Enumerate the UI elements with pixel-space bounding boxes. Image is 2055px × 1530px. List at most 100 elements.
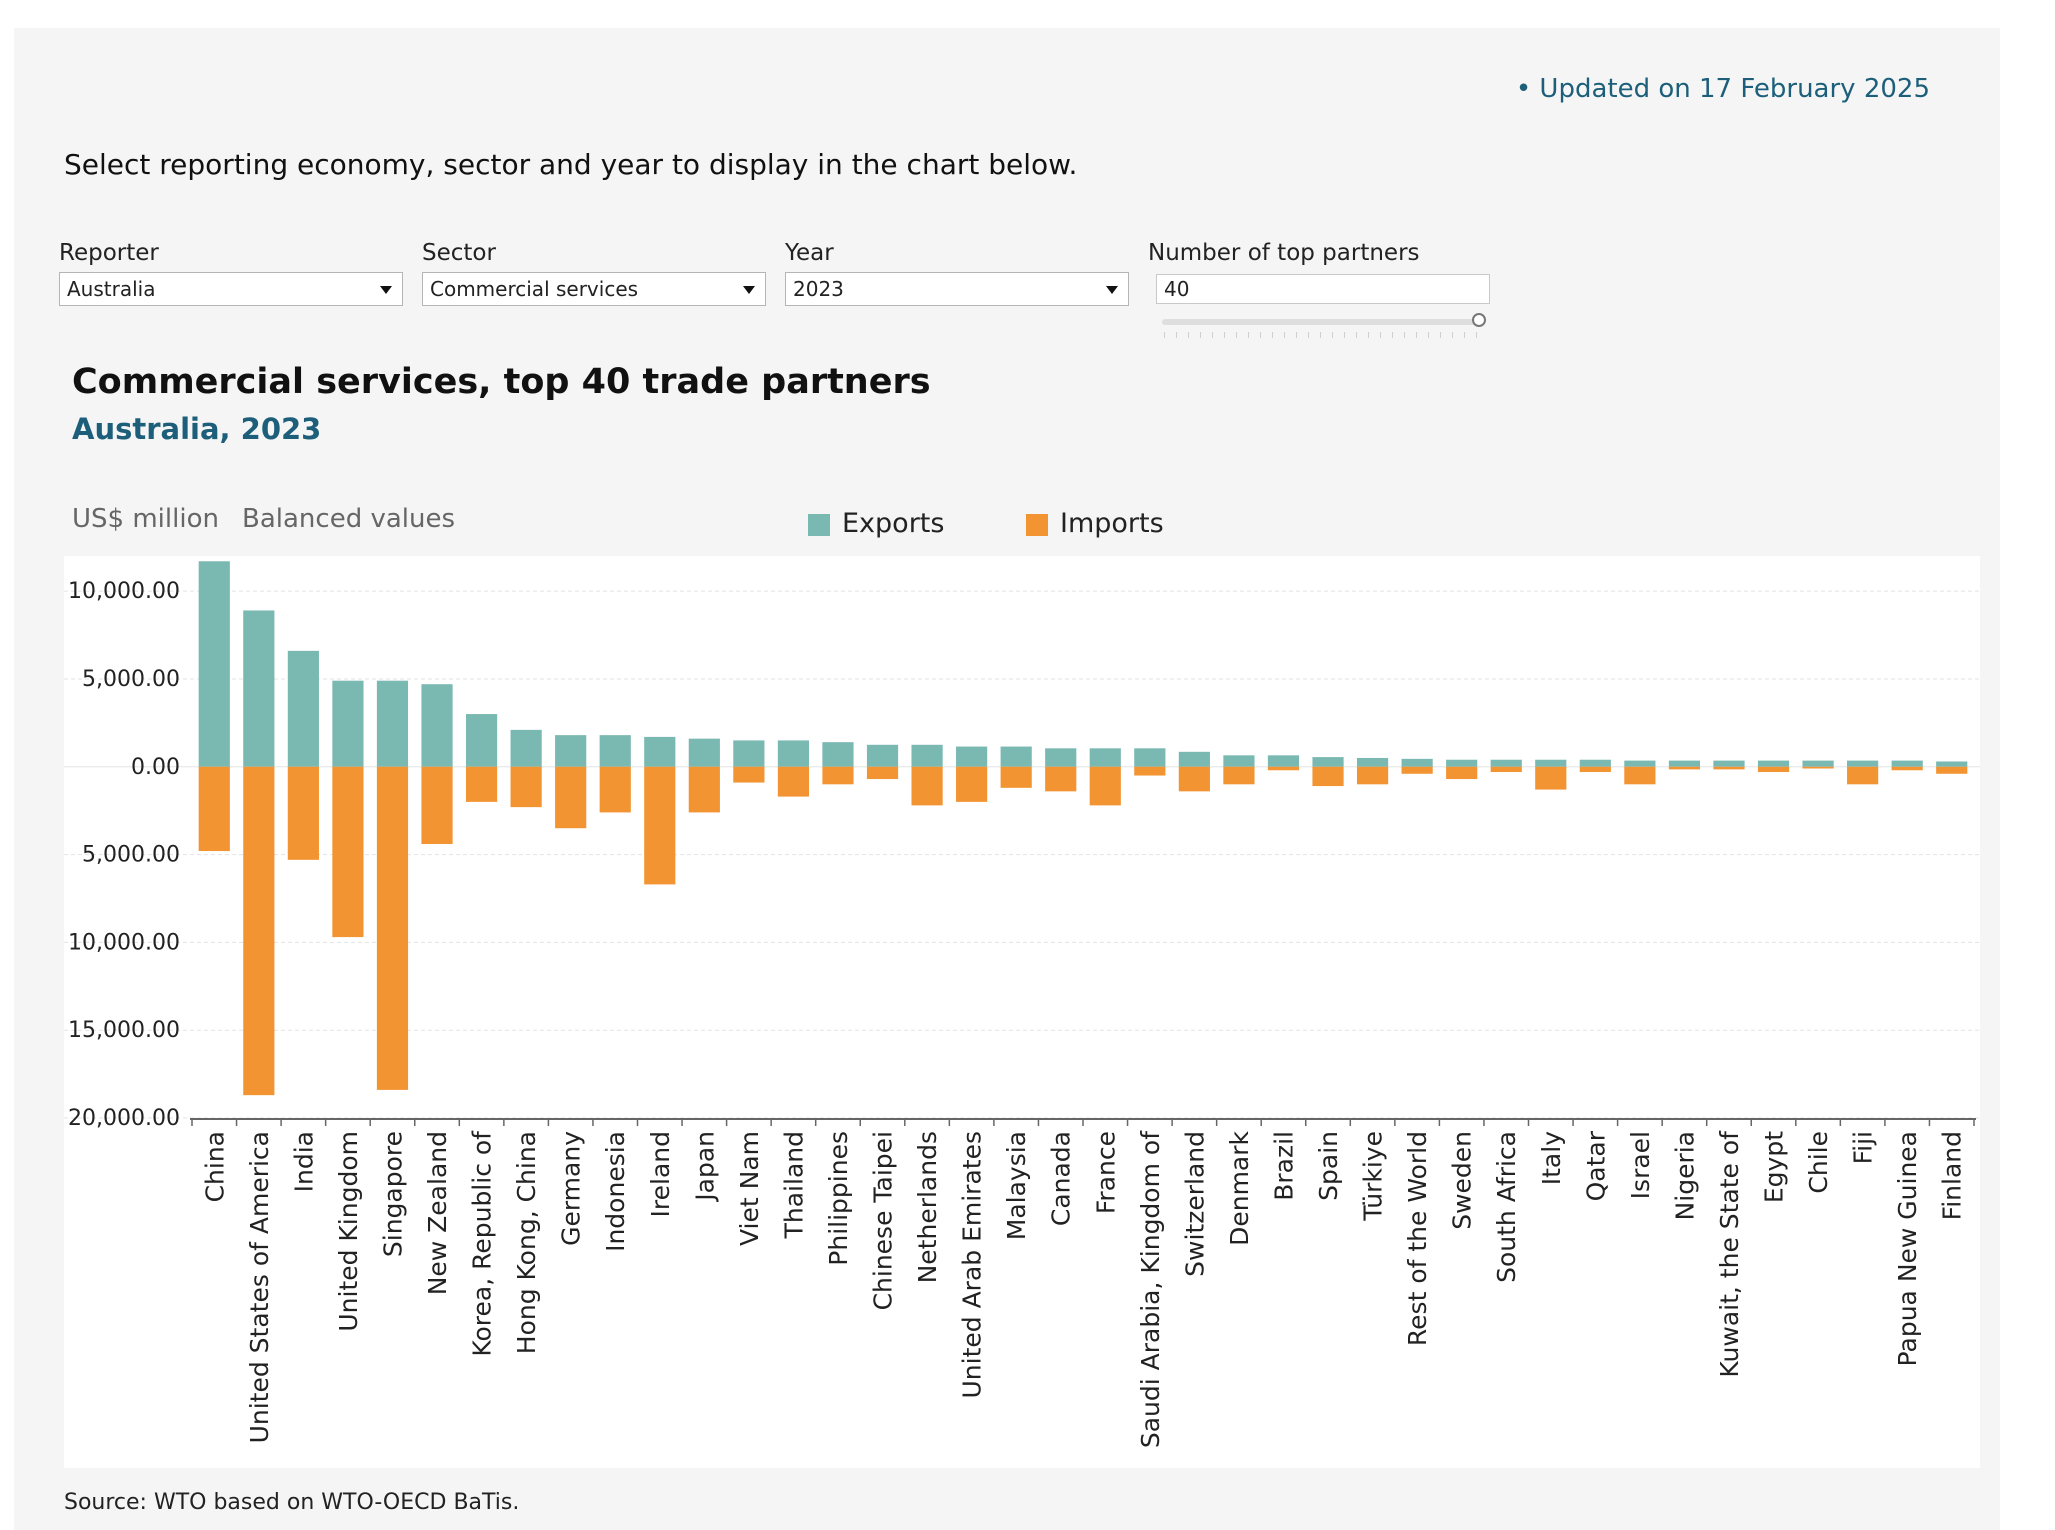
x-category-label: Papua New Guinea [1893,1131,1922,1366]
reporter-dropdown[interactable]: Australia [59,272,403,306]
export-bar [822,742,854,767]
export-bar [599,735,631,767]
x-category-label: Canada [1047,1131,1076,1226]
legend-imports-label[interactable]: Imports [1060,508,1164,539]
import-bar [777,766,810,797]
export-bar [688,738,720,767]
reporter-value: Australia [67,277,156,301]
mode-label: Balanced values [242,504,456,534]
export-bar [956,746,988,767]
x-category-label: Finland [1938,1131,1967,1220]
import-bar [1312,766,1344,787]
x-category-label: Brazil [1269,1131,1298,1201]
updated-date: • Updated on 17 February 2025 [1515,74,1930,104]
import-bar [287,766,319,860]
export-bar [465,714,498,767]
import-bar [1000,766,1032,788]
export-bar [1668,760,1701,767]
x-category-label: South Africa [1492,1131,1521,1283]
x-category-label: Israel [1626,1131,1655,1199]
x-category-label: Denmark [1225,1130,1254,1245]
partners-slider-thumb[interactable] [1472,313,1486,327]
chart-title: Commercial services, top 40 trade partne… [72,362,931,402]
export-bar [1356,757,1389,767]
export-bar [911,744,943,767]
export-bar [198,561,230,767]
import-bar [198,766,230,852]
import-bar [644,766,676,885]
sector-dropdown[interactable]: Commercial services [422,272,766,306]
export-bar [1713,760,1745,767]
export-bar [1535,759,1567,767]
x-category-label: United Arab Emirates [958,1131,987,1399]
import-bar [1490,766,1522,773]
sector-label: Sector [422,240,496,266]
x-category-label: Japan [690,1131,719,1203]
instruction-text: Select reporting economy, sector and yea… [64,148,1078,181]
y-tick-label: 10,000.00 [68,579,180,604]
export-bar [866,744,899,767]
export-bar [243,610,275,767]
x-category-label: Korea, Republic of [468,1130,497,1357]
import-bar [555,766,587,829]
export-bar [1000,746,1032,767]
import-bar [1936,766,1968,774]
import-bar [911,766,943,806]
export-bar [1089,748,1121,767]
export-bar [1490,759,1522,767]
import-bar [1356,766,1389,785]
x-category-label: Viet Nam [735,1131,764,1246]
x-category-label: Malaysia [1002,1131,1031,1240]
import-bar [1579,766,1611,773]
import-bar [1045,766,1077,792]
export-bar [1802,760,1834,767]
x-category-label: Ireland [646,1131,675,1217]
x-category-label: Germany [557,1131,586,1246]
x-category-label: Kuwait, the State of [1715,1130,1744,1378]
x-category-label: Qatar [1581,1130,1610,1201]
export-bar [287,650,319,767]
import-bar [688,766,720,813]
import-bar [421,766,453,845]
partners-input[interactable]: 40 [1156,274,1490,304]
x-category-label: Fiji [1849,1131,1878,1164]
unit-label: US$ million [72,504,219,534]
import-bar [956,766,988,802]
export-bar [332,680,364,767]
export-bar [1267,755,1300,767]
dashboard-panel: • Updated on 17 February 2025 Select rep… [14,28,2000,1530]
import-bar [465,766,498,802]
import-bar [866,766,899,780]
partners-label: Number of top partners [1148,240,1420,266]
legend-imports-swatch[interactable] [1026,514,1048,536]
import-bar [243,766,275,1096]
import-bar [1223,766,1255,785]
export-bar [1045,748,1077,767]
year-dropdown[interactable]: 2023 [785,272,1129,306]
export-bar [1624,760,1656,767]
x-category-label: Nigeria [1670,1131,1699,1220]
export-bar [644,736,676,767]
import-bar [1401,766,1433,774]
x-category-label: Türkiye [1359,1131,1388,1222]
reporter-label: Reporter [59,240,159,266]
x-category-label: Rest of the World [1403,1131,1432,1346]
x-category-label: Spain [1314,1131,1343,1201]
import-bar [1757,766,1790,773]
export-bar [1446,759,1478,767]
import-bar [733,766,765,783]
x-category-label: New Zealand [423,1131,452,1295]
partners-slider-track[interactable] [1162,319,1482,325]
export-bar [510,729,542,767]
export-bar [1134,748,1166,767]
chart-subtitle: Australia, 2023 [72,412,322,446]
legend-exports-swatch[interactable] [808,514,830,536]
x-category-label: China [200,1131,229,1202]
legend-exports-label[interactable]: Exports [842,508,945,539]
x-category-label: Philippines [824,1131,853,1266]
import-bar [1535,766,1567,790]
export-bar [1891,760,1923,767]
import-bar [599,766,631,813]
chevron-down-icon [1106,286,1118,294]
chart-area: 10,000.00 5,000.00 0.00 5,000.00 10,000.00 15… [64,556,1980,1468]
